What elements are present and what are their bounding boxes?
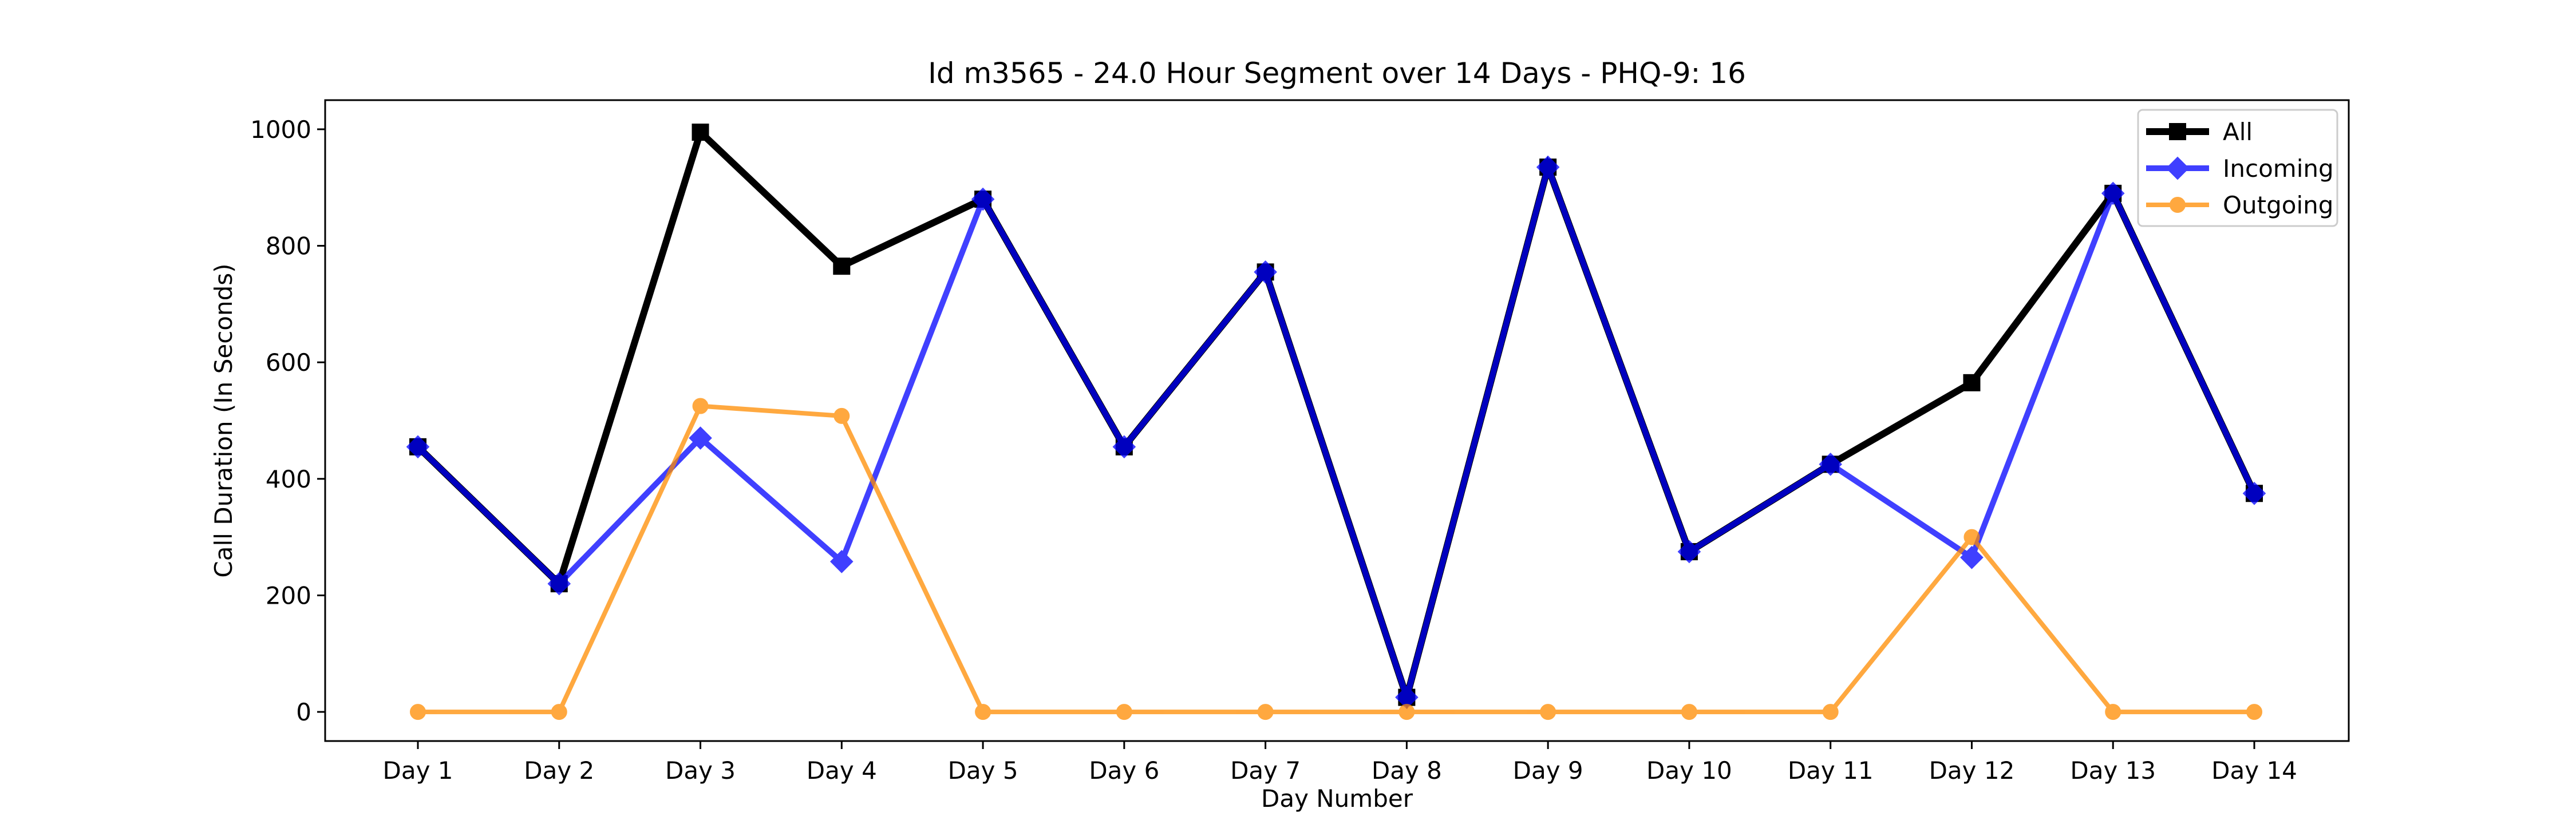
data-point-outgoing [1963,529,1980,545]
y-tick-label: 400 [266,465,311,493]
legend-label-outgoing: Outgoing [2223,191,2333,219]
data-point-outgoing [975,704,991,720]
data-point-incoming [2101,181,2125,205]
legend-entry-all [2146,123,2209,140]
data-point-all [1963,374,1981,391]
data-point-incoming [1819,453,1843,476]
x-tick-label: Day 4 [807,756,877,785]
data-point-incoming [2242,481,2266,505]
data-point-incoming [829,550,854,573]
series-layer [406,124,2266,720]
y-tick-label: 200 [266,581,311,609]
x-tick-label: Day 13 [2070,756,2156,785]
data-point-incoming [547,572,571,596]
x-tick-label: Day 1 [382,756,453,785]
data-point-all [833,258,851,275]
plot-frame [324,99,2350,742]
data-point-outgoing [1540,704,1556,720]
legend: All Incoming Outgoing [2137,109,2338,227]
data-point-incoming [1536,155,1560,179]
data-point-outgoing [1257,704,1274,720]
y-tick-label: 800 [266,232,311,260]
series-line-outgoing [418,403,2254,715]
legend-label-incoming: Incoming [2223,154,2334,183]
x-tick-label: Day 8 [1372,756,1442,785]
legend-box [2137,109,2338,227]
data-point-outgoing [2246,704,2262,720]
data-point-incoming [689,426,712,450]
series-outgoing [410,398,2262,720]
x-tick-label: Day 6 [1089,756,1159,785]
data-point-incoming [971,187,995,211]
data-point-all [692,124,709,141]
series-incoming [406,155,2266,709]
legend-entry-incoming [2146,156,2209,180]
x-tick-label: Day 11 [1788,756,1874,785]
x-tick-label: Day 14 [2211,756,2297,785]
series-line-incoming [416,157,2257,708]
legend-swatch-marker [2170,197,2186,213]
data-point-incoming [1254,260,1277,284]
x-tick-label: Day 2 [524,756,594,785]
x-tick-label: Day 5 [948,756,1018,785]
legend-swatch-marker [2166,156,2190,180]
data-point-outgoing [410,704,426,720]
data-point-outgoing [2105,704,2121,720]
x-tick-label: Day 10 [1646,756,1732,785]
y-tick-label: 600 [266,348,311,377]
data-point-incoming [1677,540,1701,564]
legend-swatch-marker [2169,123,2186,140]
chart-title: Id m3565 - 24.0 Hour Segment over 14 Day… [928,57,1746,90]
x-tick-label: Day 9 [1513,756,1583,785]
legend-entry-outgoing [2146,197,2209,213]
x-tick-label: Day 12 [1929,756,2015,785]
data-point-outgoing [1681,704,1697,720]
y-tick-label: 0 [296,698,311,726]
x-tick-label: Day 7 [1230,756,1301,785]
legend-label-all: All [2223,118,2253,146]
y-tick-label: 1000 [250,116,311,144]
data-point-outgoing [692,398,709,414]
data-point-outgoing [833,407,850,424]
x-tick-label: Day 3 [665,756,736,785]
y-axis-label: Call Duration (In Seconds) [210,263,238,577]
data-point-incoming [1960,545,1984,569]
axes-layer: 0 200 400 600 800 1000 Day 1 Day 2 Day 3 Day 4 Day… [250,99,2350,785]
x-axis-label: Day Number [1261,785,1413,813]
data-point-outgoing [551,704,567,720]
data-point-incoming [406,435,430,459]
data-point-outgoing [1822,704,1839,720]
data-point-outgoing [1398,704,1415,720]
data-point-incoming [1112,435,1136,459]
data-point-outgoing [1116,704,1132,720]
